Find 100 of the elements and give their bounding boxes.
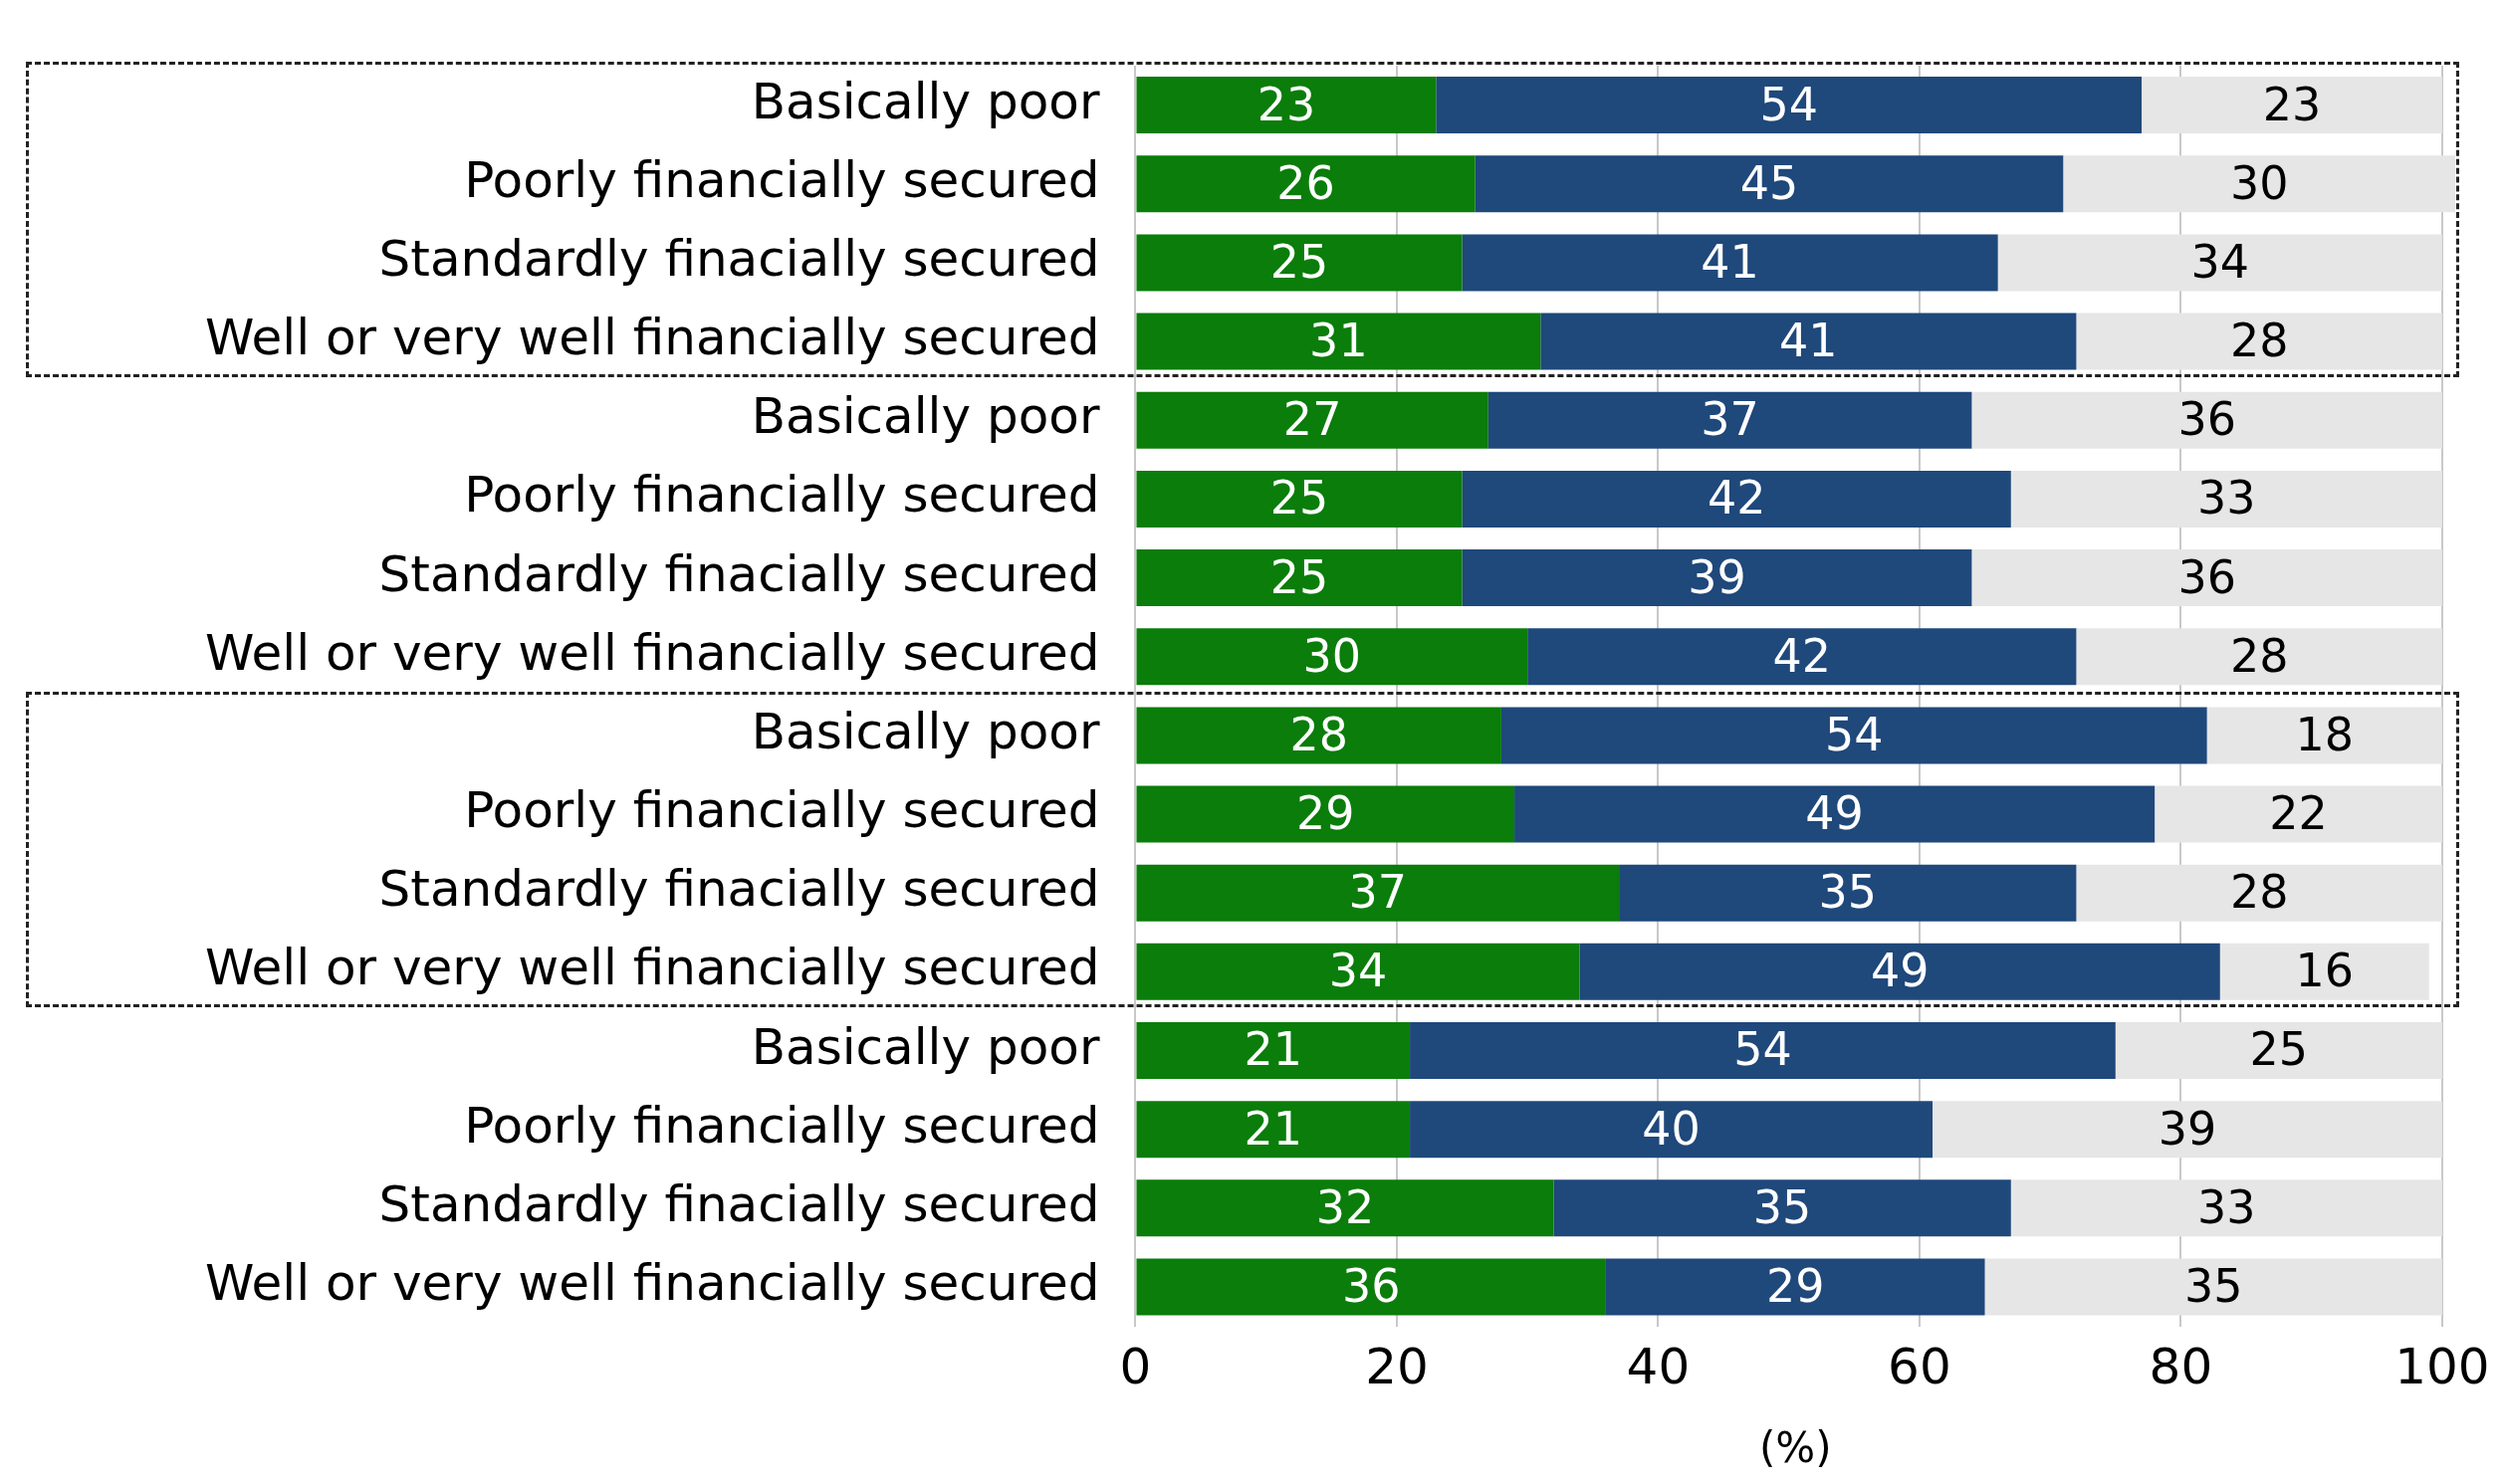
data-label: 33	[2197, 1179, 2256, 1234]
bar	[2076, 628, 2442, 686]
bar	[1605, 1258, 1985, 1316]
data-label: 54	[1759, 77, 1818, 131]
bar	[1136, 1022, 1411, 1080]
bar	[1136, 470, 1463, 528]
y-tick-label: Poorly financially secured	[464, 1096, 1100, 1155]
bar	[1136, 943, 1580, 1000]
bar	[1971, 391, 2442, 449]
bar	[1136, 234, 1463, 292]
data-label: 28	[2229, 865, 2289, 920]
bar	[1136, 785, 1515, 843]
bar	[1514, 785, 2156, 843]
data-label: 36	[1341, 1258, 1401, 1313]
data-label: 28	[1289, 707, 1348, 761]
bar	[1475, 155, 2064, 213]
bar	[1136, 1258, 1606, 1316]
bar	[1410, 1022, 2116, 1080]
bar	[2010, 1179, 2442, 1237]
data-label: 29	[1765, 1258, 1825, 1313]
data-label: 28	[2229, 314, 2289, 368]
data-label: 35	[1752, 1179, 1812, 1234]
bar	[2076, 313, 2442, 370]
bar	[2063, 155, 2456, 213]
y-tick-label: Basically poor	[751, 387, 1100, 446]
bar	[1462, 234, 1998, 292]
y-tick-label: Basically poor	[751, 1017, 1100, 1076]
data-label: 31	[1309, 314, 1368, 368]
y-tick-label: Standardly finacially secured	[378, 860, 1100, 919]
bar	[1436, 77, 2143, 134]
bar	[2206, 707, 2442, 764]
data-label: 25	[1269, 471, 1329, 526]
data-label: 39	[1688, 549, 1746, 604]
data-label: 36	[2177, 392, 2236, 447]
data-label: 49	[1805, 786, 1864, 840]
x-tick-label: 60	[1888, 1337, 1951, 1395]
bar	[2142, 77, 2442, 134]
y-tick-label: Well or very well financially secured	[204, 309, 1100, 367]
data-label: 40	[1642, 1101, 1701, 1156]
y-tick-label: Poorly financially secured	[464, 466, 1100, 525]
data-label: 45	[1739, 155, 1799, 210]
x-axis-title: (%)	[1758, 1422, 1832, 1472]
data-label: 27	[1282, 392, 1342, 447]
bar	[1136, 313, 1541, 370]
data-label: 25	[2249, 1022, 2309, 1077]
data-label: 34	[2190, 234, 2250, 289]
bar	[1136, 1101, 1411, 1159]
data-label: 37	[1701, 392, 1759, 447]
bar	[2115, 1022, 2442, 1080]
data-label: 49	[1870, 944, 1930, 998]
bar	[1136, 549, 1463, 607]
bar	[2219, 943, 2429, 1000]
bar	[2010, 470, 2442, 528]
data-label: 16	[2295, 944, 2355, 998]
y-tick-label: Basically poor	[751, 702, 1100, 760]
y-tick-label: Standardly finacially secured	[378, 544, 1100, 603]
data-label: 26	[1276, 155, 1335, 210]
bar	[1527, 628, 2077, 686]
data-label: 23	[1256, 77, 1316, 131]
y-tick-label: Basically poor	[751, 72, 1100, 130]
data-label: 21	[1244, 1022, 1303, 1077]
bar	[2155, 785, 2442, 843]
bar	[1971, 549, 2442, 607]
data-label: 42	[1707, 471, 1766, 526]
data-label: 42	[1772, 628, 1832, 683]
bar	[1487, 391, 1972, 449]
data-label: 39	[2158, 1101, 2217, 1156]
data-label: 22	[2269, 786, 2328, 840]
bar	[1136, 1179, 1554, 1237]
bar	[1462, 470, 2011, 528]
data-label: 29	[1295, 786, 1355, 840]
data-label: 54	[1825, 707, 1884, 761]
bar	[1997, 234, 2442, 292]
y-tick-label: Poorly financially secured	[464, 150, 1100, 209]
bar	[1136, 391, 1488, 449]
data-label: 54	[1733, 1022, 1792, 1077]
bar	[1136, 155, 1476, 213]
bar	[1553, 1179, 2011, 1237]
bar	[1500, 707, 2207, 764]
data-label: 30	[2229, 155, 2289, 210]
data-label: 28	[2229, 628, 2289, 683]
bar	[1136, 628, 1528, 686]
data-label: 33	[2197, 471, 2256, 526]
bar	[1136, 77, 1437, 134]
bar	[1579, 943, 2220, 1000]
x-tick-label: 40	[1626, 1337, 1691, 1395]
data-label: 36	[2177, 549, 2236, 604]
x-tick-label: 0	[1119, 1337, 1152, 1395]
data-label: 35	[1818, 865, 1878, 920]
y-tick-label: Well or very well financially secured	[204, 623, 1100, 682]
bar	[1984, 1258, 2442, 1316]
bar	[1540, 313, 2077, 370]
y-tick-label: Standardly finacially secured	[378, 229, 1100, 288]
data-label: 34	[1328, 944, 1388, 998]
data-label: 30	[1302, 628, 1362, 683]
x-tick-label: 20	[1365, 1337, 1429, 1395]
bar	[1462, 549, 1972, 607]
y-tick-label: Poorly financially secured	[464, 781, 1100, 840]
bar	[1933, 1101, 2442, 1159]
bar	[2076, 864, 2442, 922]
